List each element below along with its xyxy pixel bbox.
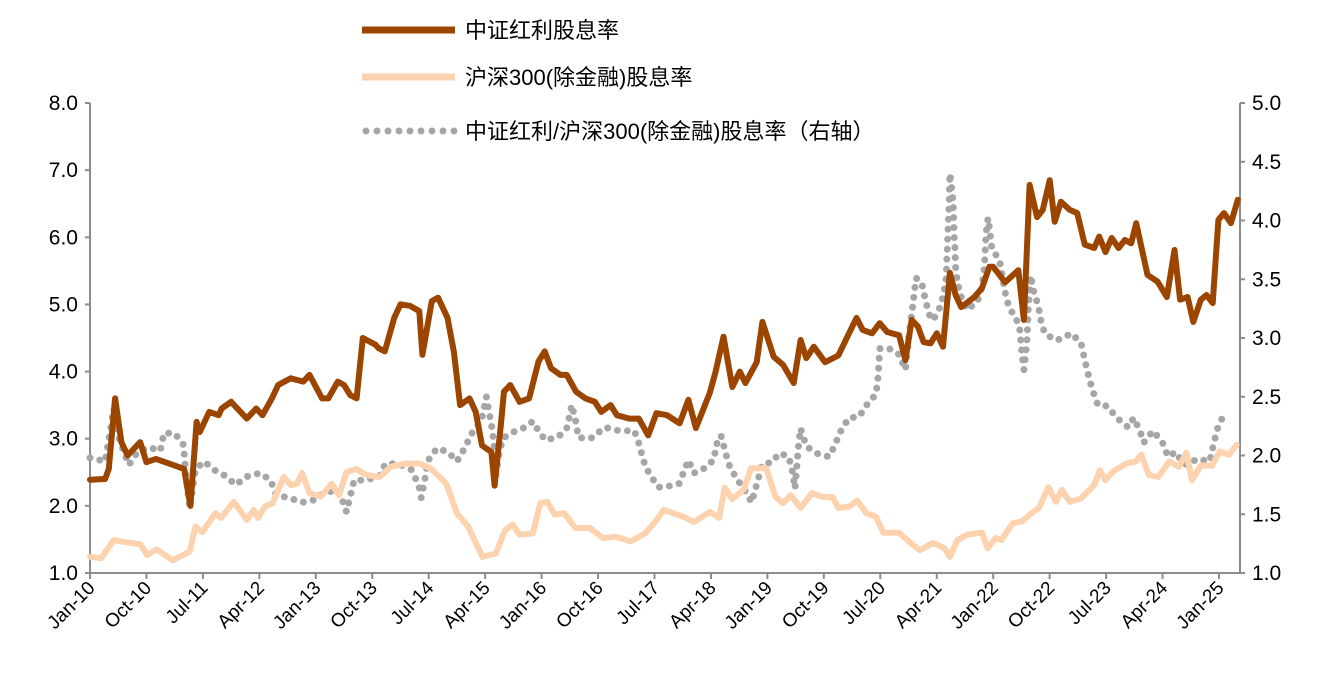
x-tick-label: Apr-12 xyxy=(214,578,269,633)
left-y-tick-label: 7.0 xyxy=(49,159,78,182)
right-y-tick-label: 2.5 xyxy=(1252,386,1281,409)
left-y-tick-label: 5.0 xyxy=(49,293,78,316)
x-tick-label: Jul-14 xyxy=(387,577,439,629)
x-tick-label: Jan-16 xyxy=(495,578,551,634)
legend: 中证红利股息率 沪深300(除金融)股息率 中证红利/沪深300(除金融)股息率… xyxy=(362,18,874,144)
x-tick-label: Oct-16 xyxy=(552,578,607,633)
x-tick-label: Oct-22 xyxy=(1004,578,1059,633)
x-tick-label: Jul-23 xyxy=(1064,578,1115,629)
left-y-tick-label: 2.0 xyxy=(49,495,78,518)
right-y-tick-label: 1.5 xyxy=(1252,503,1281,526)
left-y-tick-label: 1.0 xyxy=(49,562,78,585)
x-tick-label: Oct-19 xyxy=(778,578,833,633)
legend-label-hs300-exfin: 沪深300(除金融)股息率 xyxy=(465,65,692,90)
x-tick-label: Jul-11 xyxy=(162,578,212,628)
right-y-tick-label: 4.5 xyxy=(1252,151,1281,174)
x-tick-label: Apr-15 xyxy=(440,578,495,633)
x-tick-label: Oct-13 xyxy=(327,578,382,633)
x-tick-label: Jan-22 xyxy=(947,578,1003,634)
series-line-csi-dividend xyxy=(87,177,1241,509)
left-y-tick-label: 8.0 xyxy=(49,92,78,115)
right-y-tick-label: 4.0 xyxy=(1252,210,1281,233)
right-y-tick-label: 3.0 xyxy=(1252,327,1281,350)
right-y-tick-label: 2.0 xyxy=(1252,445,1281,468)
x-tick-label: Jul-17 xyxy=(613,578,664,629)
axes: 1.0 2.0 3.0 4.0 5.0 6.0 7.0 8.0 1.0 1.5 2.0 2.5 3.0 3… xyxy=(44,92,1282,634)
x-tick-label: Jan-19 xyxy=(721,578,777,634)
x-tick-label: Apr-18 xyxy=(665,578,720,633)
left-y-tick-label: 4.0 xyxy=(49,361,78,384)
x-tick-label: Apr-24 xyxy=(1117,577,1172,632)
right-y-tick-label: 1.0 xyxy=(1252,562,1281,585)
series-line-hs300-exfin xyxy=(87,441,1240,564)
right-y-tick-label: 3.5 xyxy=(1252,268,1281,291)
left-y-tick-label: 6.0 xyxy=(49,226,78,249)
x-tick-label: Jan-13 xyxy=(269,578,325,634)
x-tick-label: Jul-20 xyxy=(838,578,889,629)
legend-label-ratio: 中证红利/沪深300(除金融)股息率（右轴） xyxy=(465,119,874,144)
right-y-tick-label: 5.0 xyxy=(1252,92,1281,115)
legend-label-csi-dividend: 中证红利股息率 xyxy=(465,18,619,43)
x-tick-label: Jan-25 xyxy=(1173,578,1229,634)
plot-area xyxy=(86,170,1241,564)
x-tick-label: Oct-10 xyxy=(101,578,156,633)
x-tick-label: Apr-21 xyxy=(891,578,946,633)
left-y-tick-label: 3.0 xyxy=(49,428,78,451)
x-tick-label: Jan-10 xyxy=(44,578,100,634)
series-line-ratio xyxy=(86,170,1227,516)
